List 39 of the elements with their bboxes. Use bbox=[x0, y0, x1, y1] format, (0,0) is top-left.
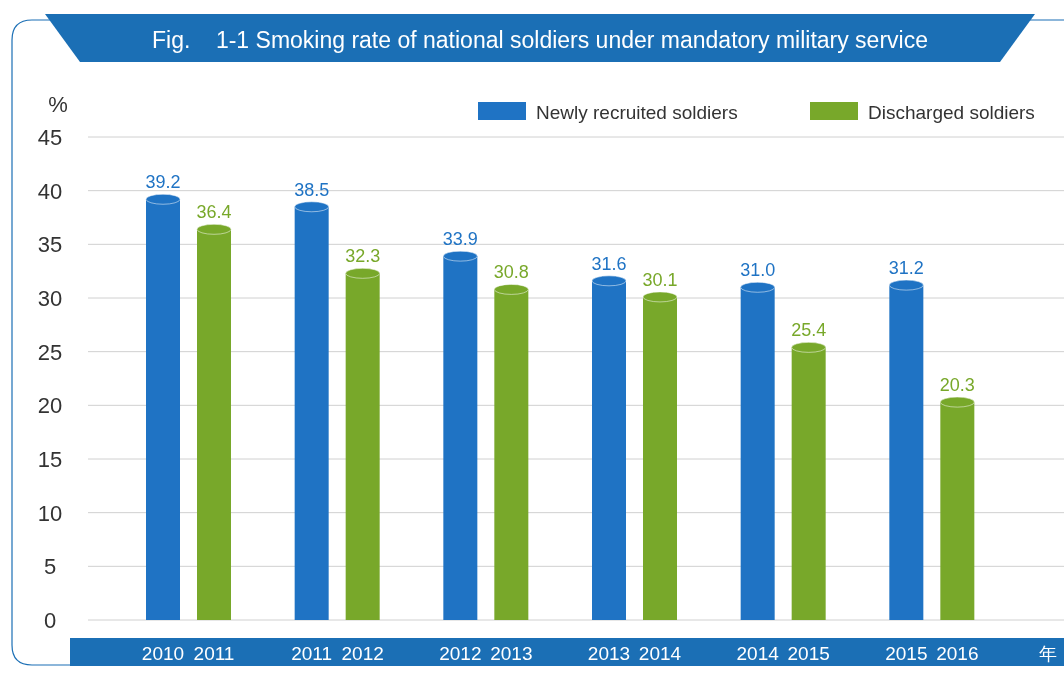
y-tick-label: 20 bbox=[37, 393, 63, 419]
y-tick-label: 40 bbox=[37, 178, 63, 204]
x-tick-label: 2011 bbox=[193, 643, 235, 664]
data-label: 30.1 bbox=[642, 269, 678, 290]
x-tick-label: 2010 bbox=[141, 643, 185, 664]
x-tick-label: 2016 bbox=[936, 643, 979, 664]
x-tick-label: 2014 bbox=[638, 643, 682, 664]
x-tick-label: 2012 bbox=[341, 643, 384, 664]
data-label: 20.3 bbox=[939, 375, 975, 396]
data-label: 30.8 bbox=[493, 262, 529, 283]
x-tick-label: 2013 bbox=[490, 643, 533, 664]
y-tick-label: 35 bbox=[37, 232, 63, 258]
y-tick-label: 45 bbox=[37, 125, 63, 150]
chart-title: Fig. 1-1 Smoking rate of national soldiers under mandatory military service bbox=[152, 27, 928, 53]
x-tick-label: 2011 bbox=[291, 643, 333, 664]
data-label: 33.9 bbox=[442, 229, 478, 250]
legend-label: Discharged soldiers bbox=[868, 102, 1035, 123]
data-label: 31.6 bbox=[591, 253, 627, 274]
y-tick-label: 5 bbox=[43, 554, 57, 580]
data-label: 36.4 bbox=[196, 202, 232, 223]
x-tick-label: 2015 bbox=[787, 643, 830, 664]
y-tick-label: 25 bbox=[37, 339, 63, 365]
y-tick-label: 30 bbox=[37, 286, 63, 311]
data-label: 31.0 bbox=[740, 260, 776, 281]
data-label: 32.3 bbox=[345, 246, 381, 267]
data-label: 25.4 bbox=[791, 320, 827, 341]
data-label: 38.5 bbox=[294, 179, 330, 200]
x-axis-title: 年 bbox=[1039, 644, 1057, 664]
y-tick-label: 10 bbox=[37, 500, 63, 526]
data-label: 39.2 bbox=[145, 172, 181, 193]
data-label: 31.2 bbox=[888, 258, 924, 279]
y-axis-title: % bbox=[48, 92, 68, 117]
x-tick-label: 2013 bbox=[587, 643, 631, 664]
x-tick-label: 2012 bbox=[439, 643, 482, 664]
y-tick-label: 0 bbox=[43, 608, 57, 633]
x-tick-label: 2015 bbox=[885, 643, 928, 664]
legend-label: Newly recruited soldiers bbox=[536, 102, 738, 123]
y-tick-label: 15 bbox=[37, 447, 63, 472]
x-tick-label: 2014 bbox=[736, 643, 780, 664]
